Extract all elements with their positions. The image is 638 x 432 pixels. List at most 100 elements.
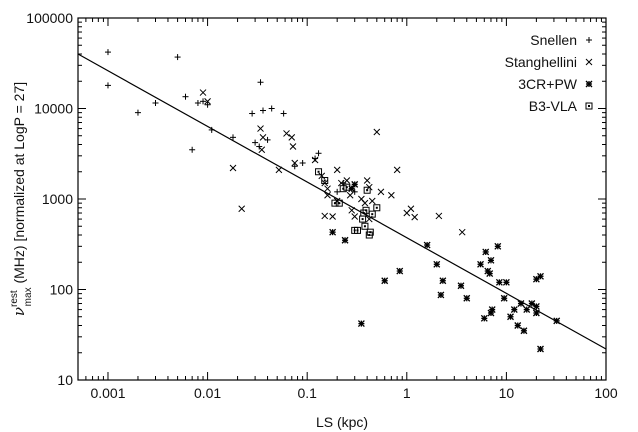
data-point-snellen <box>194 100 201 107</box>
data-point-stanghellini <box>291 159 299 167</box>
data-point-3cr-pw <box>341 236 349 244</box>
data-point-3cr-pw <box>510 306 518 314</box>
data-point-snellen <box>104 82 111 89</box>
data-point-3cr-pw <box>502 278 510 286</box>
data-point-3cr-pw <box>495 278 503 286</box>
y-axis-text: (MHz) [normalized at LogP = 27] <box>11 82 27 288</box>
data-point-3cr-pw <box>351 180 359 188</box>
data-point-stanghellini <box>238 205 246 213</box>
data-point-3cr-pw <box>532 275 540 283</box>
data-point-3cr-pw <box>433 260 441 268</box>
data-point-b3-vla <box>343 183 351 191</box>
data-point-snellen <box>252 139 259 146</box>
legend-label-3cr-pw: 3CR+PW <box>518 76 578 92</box>
legend: Snellen Stanghellini 3CR+PW B3-VLA <box>505 32 593 114</box>
x-tick-label: 0.001 <box>90 385 125 401</box>
data-point-stanghellini <box>321 212 329 220</box>
data-point-3cr-pw <box>439 277 447 285</box>
data-point-3cr-pw <box>523 306 531 314</box>
data-point-stanghellini <box>324 191 331 199</box>
series-snellen <box>104 49 358 195</box>
data-point-snellen <box>351 188 358 195</box>
data-point-snellen <box>280 110 287 117</box>
data-point-b3-vla <box>363 186 371 194</box>
plot-frame <box>77 17 607 381</box>
data-point-snellen <box>182 93 189 100</box>
data-point-stanghellini <box>275 166 283 174</box>
data-point-b3-vla <box>361 222 369 230</box>
data-point-b3-vla <box>362 206 370 214</box>
data-point-b3-vla <box>368 210 376 218</box>
x-tick-label: 100 <box>594 385 618 401</box>
data-point-stanghellini <box>311 156 319 164</box>
data-point-b3-vla <box>354 226 362 234</box>
y-tick-label: 1000 <box>42 191 73 207</box>
y-axis-nu: ν <box>10 307 28 316</box>
data-point-snellen <box>334 188 341 195</box>
x-tick-label: 0.1 <box>297 385 317 401</box>
data-point-snellen <box>104 49 111 56</box>
x-tick-label: 0.01 <box>194 385 221 401</box>
data-point-stanghellini <box>283 130 290 137</box>
data-point-snellen <box>268 105 275 112</box>
data-point-snellen <box>259 107 266 114</box>
data-point-stanghellini <box>204 97 211 105</box>
y-tick-label: 10 <box>57 372 73 388</box>
legend-label-stanghellini: Stanghellini <box>505 54 577 70</box>
legend-marker-stanghellini <box>585 58 593 66</box>
data-point-snellen <box>249 110 256 117</box>
data-point-3cr-pw <box>500 294 508 302</box>
data-point-b3-vla <box>321 177 329 185</box>
data-point-3cr-pw <box>329 228 337 236</box>
data-point-stanghellini <box>388 191 395 199</box>
data-point-stanghellini <box>324 185 331 193</box>
x-tick-label: 1 <box>403 385 411 401</box>
data-point-stanghellini <box>411 213 419 221</box>
data-point-3cr-pw <box>487 309 495 317</box>
y-axis-title: νrest max (MHz) [normalized at LogP = 27] <box>9 82 34 316</box>
data-point-3cr-pw <box>477 260 484 268</box>
data-point-stanghellini <box>337 179 345 187</box>
legend-label-b3-vla: B3-VLA <box>529 98 578 114</box>
series-stanghellini <box>199 89 466 236</box>
data-point-3cr-pw <box>517 300 525 307</box>
legend-label-snellen: Snellen <box>530 32 577 48</box>
data-point-snellen <box>208 126 215 133</box>
data-point-3cr-pw <box>494 242 502 250</box>
data-point-3cr-pw <box>532 309 540 317</box>
data-point-3cr-pw <box>532 302 540 310</box>
data-point-3cr-pw <box>463 294 471 302</box>
data-point-snellen <box>152 100 159 107</box>
data-point-b3-vla <box>366 228 374 236</box>
y-axis-subscript: max <box>23 287 34 306</box>
data-point-3cr-pw <box>553 317 561 325</box>
plot-marks <box>77 49 607 353</box>
data-point-b3-vla <box>339 185 347 193</box>
data-point-stanghellini <box>329 213 336 220</box>
data-point-stanghellini <box>373 128 381 136</box>
data-point-stanghellini <box>199 89 207 96</box>
data-point-stanghellini <box>407 205 415 213</box>
data-point-snellen <box>315 150 322 157</box>
x-tick-label: 10 <box>499 385 515 401</box>
data-point-3cr-pw <box>480 314 488 322</box>
data-point-3cr-pw <box>482 248 490 256</box>
data-point-3cr-pw <box>537 272 544 280</box>
data-point-3cr-pw <box>396 267 404 275</box>
data-point-stanghellini <box>346 191 354 199</box>
y-axis-superscript: rest <box>9 290 20 307</box>
data-point-stanghellini <box>288 133 296 141</box>
data-point-3cr-pw <box>381 277 389 285</box>
data-point-snellen <box>291 163 298 170</box>
data-point-snellen <box>134 109 141 116</box>
data-point-stanghellini <box>435 212 443 220</box>
data-point-b3-vla <box>359 215 367 223</box>
data-point-stanghellini <box>361 199 369 207</box>
data-point-snellen <box>200 98 207 105</box>
data-point-3cr-pw <box>507 313 514 321</box>
data-point-3cr-pw <box>437 291 445 299</box>
data-point-3cr-pw <box>457 282 465 290</box>
data-point-snellen <box>204 101 211 108</box>
x-axis-title: LS (kpc) <box>316 414 368 430</box>
data-point-snellen <box>299 159 306 166</box>
